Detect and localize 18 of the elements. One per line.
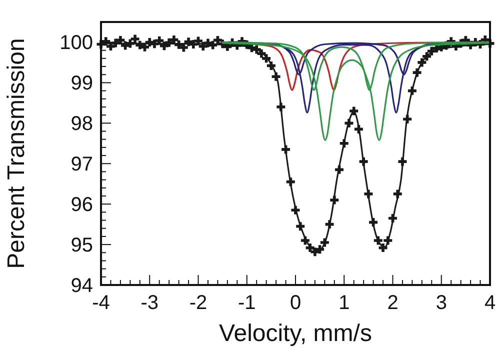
x-tick-label: 0 bbox=[290, 292, 302, 314]
x-tick-label: 4 bbox=[484, 292, 496, 314]
y-tick-label: 96 bbox=[70, 194, 93, 216]
x-tick-label: 2 bbox=[387, 292, 398, 314]
x-tick-label: -4 bbox=[92, 292, 110, 314]
x-axis-title: Velocity, mm/s bbox=[219, 320, 372, 347]
x-tick-label: 3 bbox=[436, 292, 447, 314]
y-tick-label: 95 bbox=[70, 234, 93, 257]
y-tick-label: 99 bbox=[70, 72, 93, 95]
x-tick-label: 1 bbox=[338, 292, 350, 314]
y-axis-title: Percent Transmission bbox=[3, 38, 30, 269]
y-tick-label: 100 bbox=[60, 32, 93, 54]
y-tick-label: 97 bbox=[70, 154, 93, 176]
x-tick-label: -2 bbox=[189, 292, 208, 314]
y-tick-label: 98 bbox=[70, 113, 93, 136]
x-tick-label: -1 bbox=[238, 292, 256, 314]
y-tick-label: 94 bbox=[70, 275, 93, 297]
x-tick-label: -3 bbox=[140, 292, 159, 314]
